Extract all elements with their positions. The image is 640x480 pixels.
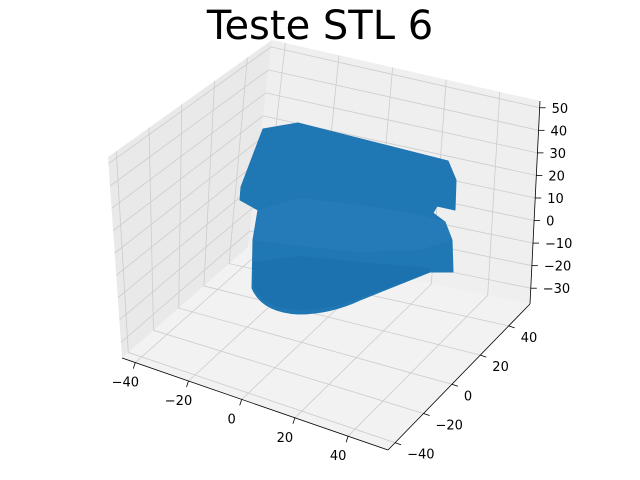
grid-line-y: [115, 151, 396, 444]
y-tick-mark: [480, 354, 487, 358]
axis-lines: [121, 100, 546, 451]
z-tick-label: 50: [552, 102, 569, 117]
x-axis-line: [121, 357, 389, 451]
z-tick-label: −20: [544, 260, 571, 275]
y-tick-label: 40: [521, 331, 538, 346]
grid-line-y: [228, 57, 509, 327]
z-tick-label: −30: [543, 282, 570, 297]
x-tick-mark: [292, 417, 296, 424]
y-tick-label: −20: [436, 419, 463, 434]
chart-title: Teste STL 6: [206, 3, 434, 49]
stl-mesh: [239, 122, 457, 315]
x-tick-label: −20: [165, 394, 192, 409]
mesh-facet-shading: [253, 198, 452, 252]
y-tick-mark: [423, 413, 430, 416]
grid-line-y: [203, 80, 481, 356]
grid-line-x: [294, 79, 447, 419]
x-tick-label: 20: [277, 431, 294, 446]
z-tick-label: 10: [547, 192, 564, 207]
grid-line-z: [108, 46, 540, 165]
y-axis-line: [387, 303, 531, 451]
z-tick-label: 40: [551, 124, 568, 139]
y-tick-label: −40: [407, 448, 434, 463]
y-tick-mark: [508, 325, 515, 329]
y-tick-label: 20: [492, 360, 509, 375]
x-tick-mark: [345, 436, 349, 443]
mesh-facet-shading: [253, 256, 430, 310]
z-tick-label: 0: [546, 215, 554, 230]
x-tick-mark: [186, 380, 189, 388]
floor-pane: [122, 247, 530, 450]
x-tick-mark: [132, 362, 136, 369]
grid-line-x: [347, 91, 501, 437]
x-tick-label: −40: [112, 376, 139, 391]
y-tick-mark: [394, 442, 402, 446]
grid-line-y: [148, 127, 424, 414]
x-tick-mark: [239, 399, 243, 406]
grid-line-z: [109, 69, 539, 187]
y-tick-label: 0: [464, 389, 472, 404]
x-tick-label: 0: [228, 412, 236, 427]
grid-line-z: [111, 92, 538, 209]
grid-line-y: [178, 104, 453, 385]
z-axis-line: [529, 100, 541, 305]
x-tick-label: 40: [330, 449, 347, 464]
z-tick-label: −10: [545, 237, 572, 252]
z-tick-label: 20: [548, 169, 565, 184]
y-tick-mark: [451, 383, 459, 387]
z-tick-label: 30: [549, 147, 566, 162]
grid-line-z: [112, 115, 537, 232]
